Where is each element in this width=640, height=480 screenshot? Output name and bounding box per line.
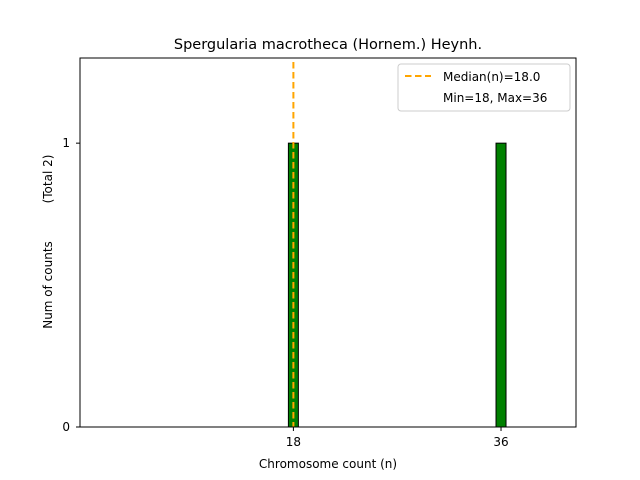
x-tick-label: 36 [493, 435, 508, 449]
y-tick-label: 1 [62, 136, 70, 150]
x-tick-label: 18 [286, 435, 301, 449]
legend-range-label: Min=18, Max=36 [443, 91, 547, 105]
legend-box [397, 63, 571, 112]
y-tick-label: 0 [62, 420, 70, 434]
chart-title: Spergularia macrotheca (Hornem.) Heynh. [174, 37, 482, 53]
bar-n-36 [495, 142, 507, 428]
y-axis-label: Num of counts [41, 241, 55, 329]
axes-frame [79, 57, 577, 428]
y-axis-ticks: 01 [62, 136, 80, 434]
x-axis-ticks: 18 36 [286, 427, 509, 449]
legend-median-label: Median(n)=18.0 [443, 70, 540, 84]
plot-area [79, 57, 577, 428]
y-axis-total-label: (Total 2) [41, 155, 55, 204]
legend: Median(n)=18.0 Min=18, Max=36 [397, 63, 571, 112]
x-axis-label: Chromosome count (n) [259, 457, 397, 471]
